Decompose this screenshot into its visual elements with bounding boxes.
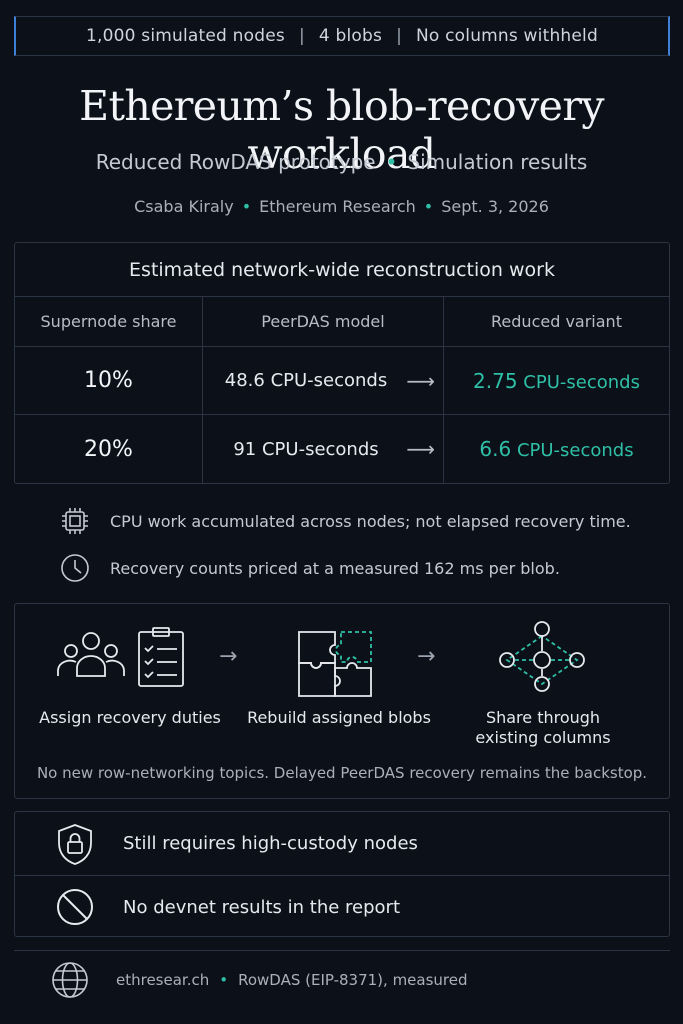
right-arrow-icon: →: [417, 644, 436, 669]
reduced-value: 6.6 CPU-seconds: [479, 437, 633, 461]
bullet-dot: •: [423, 197, 434, 216]
page-title: Ethereum’s blob-recovery workload: [79, 82, 604, 178]
globe-icon: [50, 960, 90, 1000]
peerdas-value: 91 CPU-seconds: [233, 438, 379, 460]
step-label-line: existing columns: [475, 728, 611, 747]
table-row: 10% 48.6 CPU-seconds ⟶ 2.75 CPU-seconds: [15, 347, 669, 415]
table-header-row: Supernode share PeerDAS model Reduced va…: [15, 297, 669, 347]
limitation-text: No devnet results in the report: [123, 896, 401, 918]
reduced-number: 2.75: [473, 368, 518, 393]
supernode-share: 10%: [84, 368, 133, 393]
people-checklist-icon: [53, 626, 189, 696]
right-arrow-icon: ⟶: [406, 437, 435, 461]
subtitle-right: Simulation results: [407, 150, 588, 174]
limitations-list: Still requires high-custody nodes No dev…: [14, 811, 670, 937]
reduced-value: 2.75 CPU-seconds: [473, 369, 640, 393]
nodes-count: 1,000 simulated nodes: [86, 26, 285, 46]
supernode-share: 20%: [84, 436, 133, 462]
flow-footnote: No new row-networking topics. Delayed Pe…: [36, 764, 648, 782]
author: Csaba Kiraly: [134, 197, 234, 216]
separator: |: [298, 26, 305, 46]
peerdas-value: 48.6 CPU-seconds: [224, 370, 388, 391]
prohibited-icon: [53, 885, 97, 929]
note-text: Recovery counts priced at a measured 162…: [110, 558, 560, 578]
reference-text: RowDAS (EIP-8371), measured: [238, 971, 468, 989]
note-cpu: CPU work accumulated across nodes; not e…: [58, 504, 631, 538]
organization: Ethereum Research: [259, 197, 416, 216]
clock-icon: [58, 551, 92, 585]
bullet-dot: •: [219, 971, 229, 989]
divider: [14, 950, 670, 951]
summary-bar: 1,000 simulated nodes | 4 blobs | No col…: [14, 16, 670, 56]
reduced-unit: CPU-seconds: [523, 371, 640, 393]
footer: ethresear.ch • RowDAS (EIP-8371), measur…: [50, 960, 468, 1000]
byline: Csaba Kiraly • Ethereum Research • Sept. 3, …: [0, 197, 683, 216]
shield-lock-icon: [53, 822, 97, 866]
step-label-line: Share through: [485, 708, 601, 727]
network-nodes-icon: [493, 620, 591, 696]
columns-status: No columns withheld: [416, 26, 598, 46]
reconstruction-table: Estimated network-wide reconstruction wo…: [14, 242, 670, 484]
bullet-dot: •: [385, 150, 398, 174]
step-label: Assign recovery duties: [39, 708, 221, 727]
note-text: CPU work accumulated across nodes; not e…: [110, 511, 631, 531]
note-timing: Recovery counts priced at a measured 162…: [58, 551, 560, 585]
table-title: Estimated network-wide reconstruction wo…: [15, 243, 669, 297]
column-header: Reduced variant: [491, 312, 622, 331]
column-header: PeerDAS model: [203, 297, 444, 346]
subtitle: Reduced RowDAS prototype • Simulation resu…: [0, 150, 683, 174]
subtitle-left: Reduced RowDAS prototype: [95, 150, 376, 174]
recovery-flow: → → Assign recovery duties Rebuild assig…: [14, 603, 670, 799]
column-header: Supernode share: [15, 297, 203, 346]
separator: |: [396, 26, 402, 46]
list-item: No devnet results in the report: [15, 875, 669, 938]
puzzle-icon: [297, 628, 377, 702]
right-arrow-icon: →: [219, 644, 238, 669]
bullet-dot: •: [241, 197, 252, 216]
step-label: Rebuild assigned blobs: [247, 708, 431, 727]
table-row: 20% 91 CPU-seconds ⟶ 6.6 CPU-seconds: [15, 415, 669, 483]
cpu-chip-icon: [58, 504, 92, 538]
reduced-number: 6.6: [479, 437, 512, 461]
reduced-unit: CPU-seconds: [516, 440, 634, 461]
step-label: Share through existing columns: [445, 708, 641, 748]
right-arrow-icon: ⟶: [406, 368, 435, 393]
list-item: Still requires high-custody nodes: [15, 812, 669, 875]
limitation-text: Still requires high-custody nodes: [123, 833, 418, 854]
blobs-count: 4 blobs: [318, 26, 383, 46]
date: Sept. 3, 2026: [441, 197, 549, 216]
site-link[interactable]: ethresear.ch: [116, 971, 210, 989]
